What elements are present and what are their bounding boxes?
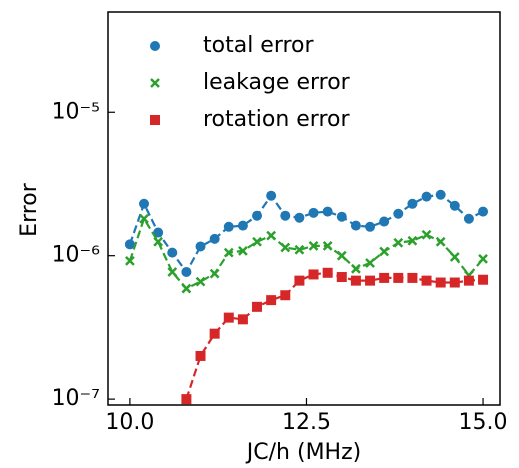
point [252, 236, 262, 247]
point [294, 275, 305, 286]
legend-label: total error [203, 33, 315, 58]
point [125, 256, 135, 266]
x-tick-label: 15.0 [459, 410, 508, 435]
point [449, 277, 460, 288]
point [435, 236, 446, 247]
point [322, 206, 333, 217]
legend-label: leakage error [203, 70, 351, 95]
point [350, 220, 361, 231]
point [421, 275, 432, 286]
point [407, 272, 418, 283]
point [365, 221, 376, 232]
point [181, 394, 192, 405]
point [238, 246, 248, 256]
legend-marker [150, 78, 160, 88]
point [124, 239, 135, 250]
point [209, 233, 220, 244]
point [379, 246, 390, 257]
y-tick-label: 10⁻⁶ [52, 243, 101, 268]
point [365, 258, 375, 268]
point [421, 229, 432, 240]
point [421, 191, 432, 202]
y-axis-label: Error [17, 182, 42, 237]
point [294, 244, 305, 255]
point [478, 206, 489, 217]
point [167, 267, 178, 277]
point [365, 275, 376, 286]
x-tick-label: 10.0 [105, 410, 154, 435]
point [336, 272, 347, 283]
fit-line [185, 271, 484, 400]
point [463, 275, 474, 286]
point [379, 216, 390, 227]
point [181, 283, 192, 294]
point [435, 189, 446, 200]
plot-frame [107, 11, 501, 406]
point [350, 275, 361, 286]
point [153, 227, 164, 238]
legend-marker [150, 41, 160, 51]
point [478, 274, 489, 285]
y-tick-label: 10⁻⁷ [52, 386, 100, 411]
point [280, 210, 291, 221]
fit-line [128, 216, 484, 290]
point [266, 230, 277, 241]
point [308, 207, 319, 218]
point [237, 314, 248, 325]
point [139, 198, 150, 209]
point [153, 236, 164, 247]
point [336, 211, 347, 222]
point [322, 267, 333, 278]
point [181, 266, 192, 277]
point [308, 241, 319, 251]
point [223, 247, 234, 258]
point [223, 221, 234, 232]
point [308, 269, 319, 280]
point [463, 213, 474, 224]
point [336, 250, 347, 261]
point [407, 198, 418, 209]
y-tick-label: 10⁻⁵ [52, 99, 100, 124]
point [449, 200, 460, 211]
point [379, 272, 390, 283]
point [393, 208, 404, 219]
point [223, 312, 234, 323]
point [195, 276, 206, 287]
x-tick-label: 12.5 [282, 410, 331, 435]
point [393, 237, 404, 248]
point [209, 268, 220, 279]
point [266, 295, 277, 306]
point [280, 242, 291, 253]
point [280, 290, 291, 301]
point [195, 350, 206, 361]
point [322, 241, 333, 251]
point [393, 272, 404, 283]
point [407, 235, 418, 246]
fit-line [128, 193, 484, 275]
point [294, 212, 305, 223]
point [209, 328, 220, 339]
legend-label: rotation error [203, 107, 350, 132]
point [167, 247, 178, 258]
point [449, 252, 460, 262]
point [252, 301, 263, 312]
point [266, 190, 277, 201]
point [139, 213, 149, 224]
x-axis-label: JC/h (MHz) [245, 440, 361, 465]
point [478, 254, 488, 264]
point [195, 241, 206, 252]
point [252, 210, 263, 221]
point [435, 277, 446, 288]
point [237, 220, 248, 231]
point [351, 263, 361, 274]
legend-marker [150, 115, 160, 125]
